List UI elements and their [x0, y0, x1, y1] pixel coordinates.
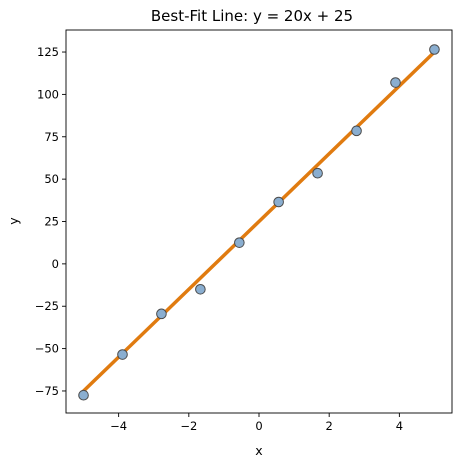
x-tick-label: 0	[255, 419, 262, 433]
y-tick-label: 100	[37, 87, 59, 101]
x-tick-label: −2	[180, 419, 197, 433]
y-tick-label: −75	[35, 384, 59, 398]
y-tick-label: 75	[44, 130, 59, 144]
x-tick-label: 4	[396, 419, 403, 433]
scatter-point	[312, 167, 323, 179]
scatter-point	[117, 349, 128, 360]
scatter-points-layer	[78, 44, 440, 401]
y-tick-label: 125	[37, 45, 59, 59]
scatter-point	[234, 237, 245, 248]
x-axis-label: x	[255, 443, 262, 458]
x-tick-label: −4	[110, 419, 127, 433]
scatter-point	[351, 125, 362, 137]
scatter-point	[195, 283, 206, 295]
scatter-point	[156, 308, 167, 320]
y-tick-label: 50	[44, 172, 59, 186]
y-tick-label: 0	[52, 257, 59, 271]
y-axis-label: y	[6, 217, 21, 225]
y-tick-label: 25	[44, 215, 59, 229]
best-fit-line-layer	[81, 50, 437, 393]
y-tick-label: −50	[35, 342, 59, 356]
scatter-point	[78, 389, 89, 401]
axis-ticks: −4 −2 0 2 4 −75 −50 −25 0 25 50 75 100 125	[35, 45, 403, 433]
scatter-point	[273, 196, 284, 208]
best-fit-line	[81, 50, 437, 393]
scatter-point	[429, 44, 440, 55]
y-tick-label: −25	[35, 299, 59, 313]
chart-title: Best-Fit Line: y = 20x + 25	[151, 7, 353, 25]
x-tick-label: 2	[326, 419, 333, 433]
scatter-point	[390, 77, 401, 88]
plot-frame	[65, 29, 453, 414]
